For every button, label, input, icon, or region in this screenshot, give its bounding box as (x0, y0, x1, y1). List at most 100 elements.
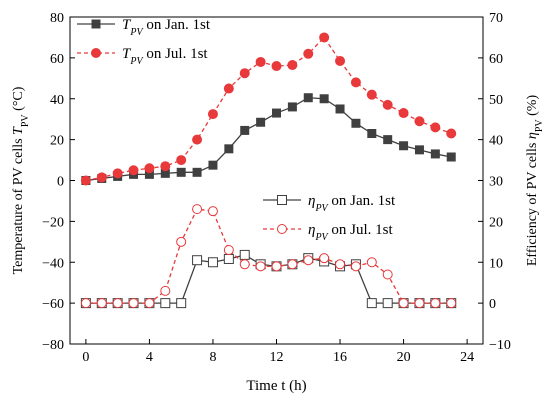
left-tick-label-1: −60 (42, 297, 64, 312)
right-tick-label-7: 60 (489, 52, 503, 67)
series-3-point-7 (192, 204, 203, 215)
series-3-point-15 (319, 253, 330, 264)
series-0-point-12 (272, 108, 281, 118)
series-1-point-12 (271, 61, 282, 72)
series-1-point-0 (80, 175, 91, 186)
right-tick-label-6: 50 (489, 93, 503, 108)
right-tick-label-1: 0 (489, 297, 496, 312)
series-2-point-10 (239, 249, 250, 260)
left-tick-label-5: 20 (50, 134, 64, 149)
series-1-point-21 (414, 116, 425, 127)
series-1-point-10 (239, 68, 250, 79)
left-tick-label-7: 60 (50, 52, 64, 67)
legend-lower-label-0: ηPV on Jan. 1st (308, 193, 396, 214)
series-0-point-16 (335, 104, 345, 114)
series-1-point-18 (366, 89, 377, 100)
series-0-point-11 (256, 117, 266, 127)
series-3-point-16 (335, 259, 346, 270)
series-0-point-9 (224, 144, 234, 154)
series-1-point-13 (287, 60, 298, 71)
series-0-point-8 (208, 160, 218, 170)
series-3-point-18 (366, 257, 377, 268)
series-3-point-9 (223, 244, 234, 255)
series-3-point-23 (446, 298, 457, 309)
series-3-point-8 (207, 206, 218, 217)
series-1-point-1 (96, 172, 107, 183)
series-3-point-12 (271, 261, 282, 272)
legend-layer: TPV on Jan. 1st TPV on Jul. 1st ηPV on Jan… (77, 17, 396, 243)
series-1-point-11 (255, 56, 266, 67)
left-tick-label-8: 80 (50, 11, 64, 26)
x-tick-label-0: 0 (82, 350, 89, 365)
legend-lower-marker-0 (277, 195, 287, 205)
labels-layer: 0 4 8 12 16 20 24 −80 −60 −40 −20 0 20 40 60 80 −10 0 10 20… (11, 11, 545, 394)
x-tick-label-6: 24 (460, 350, 474, 365)
series-1-point-16 (335, 55, 346, 66)
series-0-point-21 (414, 145, 424, 155)
series-3-point-3 (128, 298, 139, 309)
left-axis-title: Temperature of PV cells TPV (°C) (11, 86, 31, 274)
series-3 (80, 204, 457, 309)
series-0-point-6 (176, 167, 186, 177)
series-3-point-4 (144, 298, 155, 309)
series-3-point-2 (112, 298, 123, 309)
right-tick-label-2: 10 (489, 256, 503, 271)
series-1-point-8 (207, 109, 218, 120)
series-1-point-17 (350, 77, 361, 88)
series-2-point-7 (192, 255, 203, 266)
series-3-point-13 (287, 259, 298, 270)
series-0-point-22 (430, 149, 440, 159)
series-1-point-20 (398, 108, 409, 119)
left-tick-label-4: 0 (57, 175, 64, 190)
series-1-point-5 (160, 161, 171, 172)
legend-lower-marker-1 (277, 224, 287, 234)
left-tick-label-6: 40 (50, 93, 64, 108)
series-3-point-11 (255, 261, 266, 272)
series-3-point-21 (414, 298, 425, 309)
series-1-point-15 (319, 32, 330, 43)
right-tick-label-5: 40 (489, 134, 503, 149)
x-tick-label-5: 20 (397, 350, 411, 365)
series-0-point-10 (240, 125, 250, 135)
right-tick-label-0: −10 (489, 338, 511, 353)
series-2-point-5 (160, 298, 171, 309)
series-2 (80, 249, 457, 309)
legend-upper-marker-1 (91, 48, 101, 58)
series-1-point-6 (176, 155, 187, 166)
series-3-point-1 (96, 298, 107, 309)
series-3-point-20 (398, 298, 409, 309)
series-2-point-18 (366, 298, 377, 309)
series-1-point-7 (192, 134, 203, 145)
x-tick-label-3: 12 (270, 350, 284, 365)
legend-upper-label-1: TPV on Jul. 1st (122, 46, 208, 67)
series-0-point-7 (192, 167, 202, 177)
series-1-point-19 (382, 99, 393, 110)
legend-upper-label-0: TPV on Jan. 1st (122, 17, 211, 38)
x-tick-label-4: 16 (333, 350, 347, 365)
series-line-0 (85, 97, 452, 182)
x-tick-label-2: 8 (209, 350, 216, 365)
series-3-point-22 (430, 298, 441, 309)
series-line-1 (85, 36, 452, 182)
series-0-point-15 (319, 94, 329, 104)
series-3-point-14 (303, 255, 314, 266)
series-2-point-9 (223, 253, 234, 264)
ticks-layer (70, 16, 483, 345)
series-0-point-18 (367, 128, 377, 138)
legend-lower-label-1: ηPV on Jul. 1st (308, 222, 394, 243)
left-tick-label-2: −40 (42, 256, 64, 271)
series-0-point-13 (287, 102, 297, 112)
series-3-point-5 (160, 285, 171, 296)
right-tick-label-8: 70 (489, 11, 503, 26)
series-2-point-19 (382, 298, 393, 309)
series-3-point-19 (382, 269, 393, 280)
series-0 (81, 93, 456, 185)
series-1-point-23 (446, 128, 457, 139)
series-3-point-0 (80, 298, 91, 309)
series-3-point-10 (239, 259, 250, 270)
x-axis-title: Time t (h) (246, 378, 306, 394)
legend-upper-marker-0 (91, 19, 101, 29)
series-1-point-14 (303, 48, 314, 59)
series-0-point-23 (446, 152, 456, 162)
